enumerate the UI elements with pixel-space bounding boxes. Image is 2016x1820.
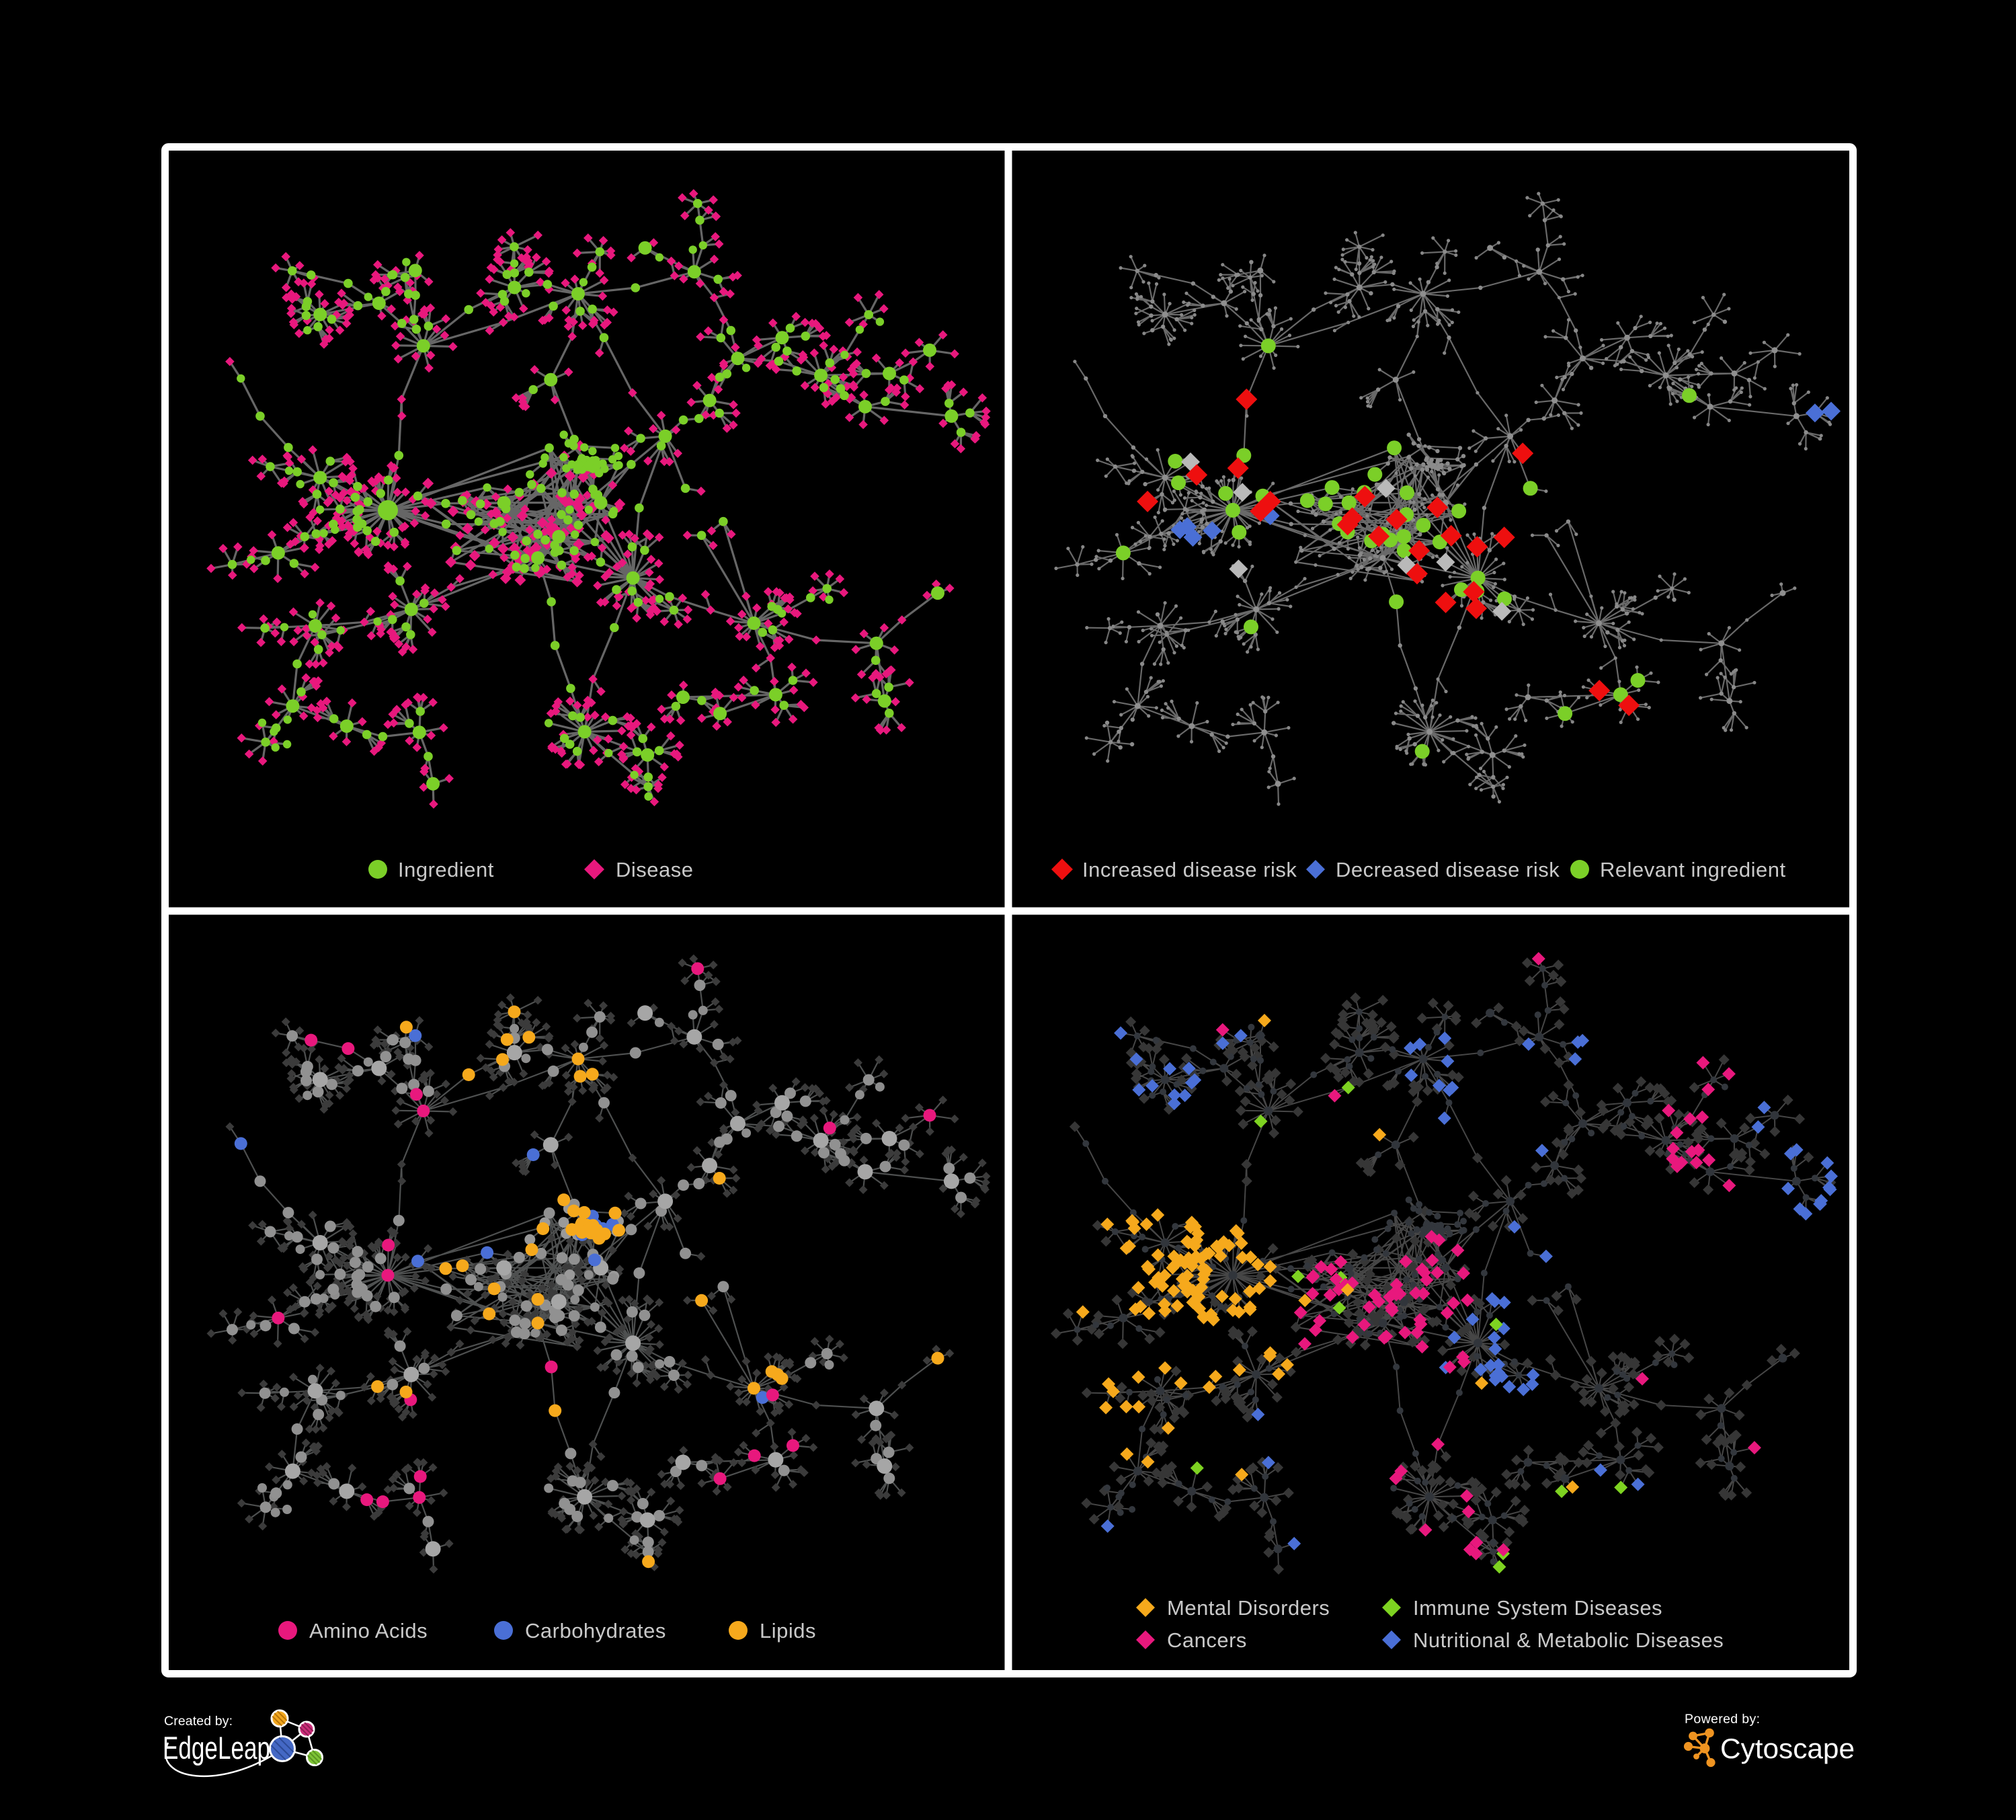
svg-text:Cancers: Cancers [1167,1628,1247,1652]
svg-text:EdgeLeap: EdgeLeap [163,1730,270,1766]
svg-text:Immune System Diseases: Immune System Diseases [1413,1596,1662,1620]
svg-text:Mental Disorders: Mental Disorders [1167,1596,1330,1620]
svg-text:Lipids: Lipids [760,1619,816,1643]
svg-text:Amino Acids: Amino Acids [309,1619,428,1643]
svg-text:Ingredient: Ingredient [398,858,494,881]
svg-text:Powered by:: Powered by: [1685,1712,1760,1727]
svg-text:Cytoscape: Cytoscape [1720,1733,1855,1764]
svg-text:Disease: Disease [616,858,694,881]
svg-text:Created by:: Created by: [164,1714,233,1729]
svg-text:Relevant ingredient: Relevant ingredient [1600,858,1786,881]
svg-text:Nutritional & Metabolic Diseas: Nutritional & Metabolic Diseases [1413,1628,1724,1652]
svg-text:Decreased disease risk: Decreased disease risk [1336,858,1560,881]
svg-text:Increased disease risk: Increased disease risk [1082,858,1297,881]
svg-text:Carbohydrates: Carbohydrates [525,1619,666,1643]
